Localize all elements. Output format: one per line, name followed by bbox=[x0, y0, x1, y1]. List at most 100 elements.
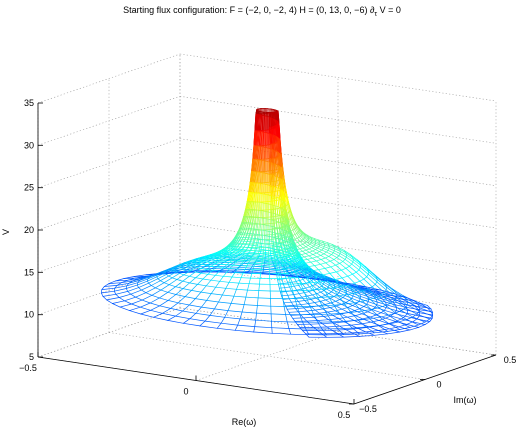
mesh-radial-segment bbox=[253, 192, 255, 203]
z-tick-label: 35 bbox=[24, 98, 34, 108]
mesh-radial-segment bbox=[204, 315, 211, 322]
mesh-radial-segment bbox=[351, 332, 360, 337]
mesh-ring-segment bbox=[312, 283, 316, 286]
mesh-radial-segment bbox=[315, 283, 320, 288]
mesh-radial-segment bbox=[406, 324, 419, 328]
mesh-ring-segment bbox=[324, 266, 332, 269]
mesh-ring-segment bbox=[255, 233, 260, 236]
mesh-radial-segment bbox=[241, 304, 245, 313]
mesh-radial-segment bbox=[309, 243, 314, 247]
mesh-ring-segment bbox=[297, 310, 308, 313]
mesh-radial-segment bbox=[100, 290, 115, 294]
mesh-radial-segment bbox=[248, 239, 251, 245]
mesh-radial-segment bbox=[250, 192, 253, 203]
mesh-ring-segment bbox=[279, 250, 283, 252]
mesh-ring-segment bbox=[278, 251, 284, 253]
mesh-ring-segment bbox=[362, 316, 371, 320]
mesh-ring-segment bbox=[153, 316, 169, 321]
mesh-radial-segment bbox=[254, 158, 257, 173]
mesh-ring-segment bbox=[283, 301, 292, 304]
mesh-ring-segment bbox=[363, 276, 368, 280]
mesh-ring-segment bbox=[298, 292, 305, 295]
mesh-radial-segment bbox=[311, 306, 316, 311]
floor-grid-line-x bbox=[195, 331, 339, 381]
mesh-radial-segment bbox=[199, 320, 206, 327]
mesh-radial-segment bbox=[361, 290, 371, 295]
mesh-ring-segment bbox=[378, 305, 386, 308]
mesh-radial-segment bbox=[215, 280, 221, 288]
mesh-ring-segment bbox=[341, 307, 349, 310]
back-wall-grid-line-z bbox=[179, 53, 497, 102]
mesh-radial-segment bbox=[153, 312, 163, 318]
mesh-radial-segment bbox=[167, 286, 176, 293]
mesh-ring-segment bbox=[338, 290, 341, 294]
mesh-radial-segment bbox=[254, 130, 257, 147]
mesh-radial-segment bbox=[367, 288, 377, 298]
mesh-ring-segment bbox=[302, 275, 316, 279]
mesh-radial-segment bbox=[231, 242, 235, 247]
mesh-radial-segment bbox=[238, 277, 242, 284]
mesh-ring-segment bbox=[218, 301, 232, 304]
mesh-ring-segment bbox=[230, 303, 245, 305]
mesh-radial-segment bbox=[333, 322, 340, 327]
mesh-radial-segment bbox=[286, 205, 289, 213]
mesh-radial-segment bbox=[280, 154, 283, 168]
mesh-radial-segment bbox=[273, 169, 276, 182]
mesh-radial-segment bbox=[295, 227, 299, 233]
mesh-ring-segment bbox=[276, 242, 281, 244]
mesh-radial-segment bbox=[242, 216, 245, 224]
mesh-radial-segment bbox=[318, 281, 325, 290]
mesh-ring-segment bbox=[343, 336, 360, 338]
mesh-radial-segment bbox=[419, 312, 434, 316]
mesh-radial-segment bbox=[320, 291, 326, 296]
mesh-radial-segment bbox=[307, 295, 312, 300]
mesh-ring-segment bbox=[286, 308, 296, 310]
mesh-ring-segment bbox=[269, 247, 275, 250]
mesh-radial-segment bbox=[284, 237, 288, 242]
mesh-radial-segment bbox=[255, 145, 258, 160]
mesh-radial-segment bbox=[259, 223, 261, 231]
mesh-ring-segment bbox=[341, 267, 347, 271]
mesh-ring-segment bbox=[296, 288, 302, 291]
mesh-radial-segment bbox=[231, 240, 236, 245]
mesh-radial-segment bbox=[295, 297, 299, 302]
mesh-ring-segment bbox=[124, 300, 132, 305]
mesh-ring-segment bbox=[359, 278, 365, 282]
mesh-radial-segment bbox=[320, 296, 327, 301]
mesh-radial-segment bbox=[301, 240, 306, 244]
mesh-radial-segment bbox=[108, 282, 122, 284]
mesh-radial-segment bbox=[299, 241, 304, 245]
mesh-ring-segment bbox=[374, 304, 378, 308]
mesh-radial-segment bbox=[200, 285, 207, 293]
mesh-radial-segment bbox=[295, 250, 300, 258]
mesh-radial-segment bbox=[323, 282, 330, 286]
mesh-ring-segment bbox=[323, 251, 327, 255]
mesh-radial-segment bbox=[334, 250, 341, 254]
mesh-ring-segment bbox=[429, 318, 433, 322]
mesh-radial-segment bbox=[114, 285, 128, 289]
y-tick-label: −0.5 bbox=[359, 404, 377, 414]
mesh-radial-segment bbox=[385, 305, 397, 314]
mesh-radial-segment bbox=[140, 309, 151, 315]
mesh-radial-segment bbox=[163, 277, 173, 284]
mesh-ring-segment bbox=[326, 313, 340, 315]
mesh-ring-segment bbox=[257, 242, 263, 244]
mesh-ring-segment bbox=[221, 294, 235, 297]
mesh-radial-segment bbox=[253, 326, 256, 333]
mesh-radial-segment bbox=[112, 300, 125, 304]
mesh-radial-segment bbox=[120, 280, 134, 284]
mesh-radial-segment bbox=[314, 244, 320, 247]
mesh-ring-segment bbox=[350, 310, 362, 313]
mesh-ring-segment bbox=[228, 281, 240, 284]
mesh-radial-segment bbox=[250, 234, 253, 241]
mesh-radial-segment bbox=[254, 209, 257, 218]
mesh-radial-segment bbox=[345, 267, 353, 275]
mesh-ring-segment bbox=[395, 310, 402, 314]
mesh-radial-segment bbox=[258, 192, 260, 203]
mesh-ring-segment bbox=[236, 288, 248, 291]
mesh-radial-segment bbox=[232, 242, 237, 247]
mesh-radial-segment bbox=[306, 310, 311, 315]
mesh-radial-segment bbox=[314, 239, 320, 242]
mesh-radial-segment bbox=[359, 298, 369, 303]
mesh-radial-segment bbox=[376, 281, 387, 291]
